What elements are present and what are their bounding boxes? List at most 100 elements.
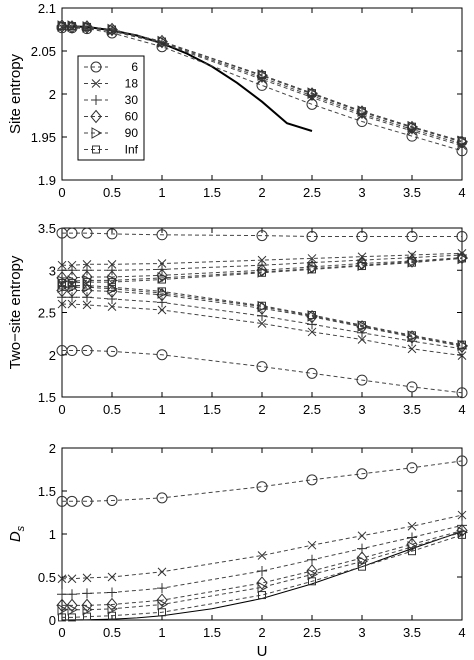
y-axis-label: Site entropy bbox=[7, 53, 24, 134]
data-point bbox=[407, 521, 417, 531]
x-tick-label: 4 bbox=[458, 625, 465, 640]
legend-marker bbox=[92, 145, 100, 154]
x-tick-label: 2 bbox=[258, 625, 265, 640]
x-tick-label: 2.5 bbox=[303, 402, 321, 417]
legend-marker bbox=[90, 109, 102, 124]
x-tick-label: 4 bbox=[458, 185, 465, 200]
data-point bbox=[67, 265, 77, 276]
y-axis-label-subscript: s bbox=[15, 525, 27, 531]
data-point bbox=[81, 227, 93, 239]
series-line bbox=[62, 27, 463, 152]
data-point bbox=[457, 351, 467, 360]
series-line bbox=[62, 460, 463, 502]
series-6 bbox=[56, 455, 468, 507]
panel-ds: 0 0.5 1 1.5 2 2.5 3 3.5 4 0 0.5 1 1.5 2 Ds U bbox=[7, 441, 469, 660]
data-point bbox=[457, 510, 467, 520]
data-point bbox=[257, 310, 267, 321]
data-point bbox=[456, 230, 468, 242]
data-point bbox=[68, 22, 76, 31]
data-point bbox=[158, 275, 166, 284]
data-point bbox=[256, 361, 268, 373]
data-point bbox=[108, 611, 116, 620]
data-point bbox=[307, 568, 319, 581]
data-point bbox=[82, 603, 94, 616]
data-point bbox=[308, 89, 316, 98]
series-Inf bbox=[58, 530, 466, 622]
y-tick-label: 2 bbox=[49, 441, 56, 456]
series-Inf bbox=[58, 22, 466, 146]
data-point bbox=[107, 302, 117, 311]
data-point bbox=[408, 331, 416, 340]
x-axis-label: U bbox=[257, 643, 268, 660]
data-point bbox=[357, 555, 369, 568]
y-tick-label: 2 bbox=[49, 348, 56, 363]
data-point bbox=[157, 583, 167, 594]
data-point bbox=[68, 613, 76, 622]
x-tick-label: 0 bbox=[58, 402, 65, 417]
data-point bbox=[308, 311, 316, 320]
data-point bbox=[356, 230, 368, 242]
panel-two-site: 0 0.5 1 1.5 2 2.5 3 3.5 4 1.5 2 2.5 3 3.5 Two−site ent… bbox=[7, 221, 469, 417]
data-point bbox=[67, 260, 77, 270]
x-tick-label: 1 bbox=[158, 402, 165, 417]
series-line bbox=[62, 257, 463, 282]
series-line bbox=[62, 514, 463, 580]
series-30 bbox=[57, 520, 467, 600]
series-line bbox=[62, 254, 463, 271]
data-point bbox=[66, 227, 78, 239]
data-point bbox=[307, 540, 317, 550]
series-18 bbox=[57, 510, 467, 584]
data-point bbox=[308, 265, 316, 274]
axes-frame bbox=[61, 447, 463, 621]
legend-entry-label: 18 bbox=[125, 77, 139, 91]
data-point bbox=[68, 281, 76, 290]
y-tick-label: 0 bbox=[49, 613, 56, 628]
data-point bbox=[67, 603, 79, 616]
y-tick-label: 2 bbox=[49, 87, 56, 102]
series-line bbox=[62, 286, 463, 346]
legend-marker bbox=[90, 61, 102, 73]
series-line bbox=[62, 524, 463, 595]
x-tick-label: 0 bbox=[58, 625, 65, 640]
data-point bbox=[307, 327, 317, 337]
x-tick-label: 3 bbox=[358, 402, 365, 417]
data-point bbox=[67, 574, 77, 584]
data-point bbox=[406, 462, 418, 474]
data-point bbox=[407, 541, 419, 553]
data-point bbox=[57, 265, 67, 276]
y-tick-label: 1.5 bbox=[38, 390, 56, 405]
data-point bbox=[408, 122, 416, 131]
y-axis-label: Ds bbox=[7, 525, 27, 542]
y-axis-label: Two−site entropy bbox=[7, 255, 24, 369]
x-tick-label: 1 bbox=[158, 185, 165, 200]
data-point bbox=[408, 547, 416, 556]
y-tick-label: 2.05 bbox=[31, 44, 56, 59]
data-point bbox=[357, 335, 367, 344]
series-60 bbox=[56, 523, 468, 613]
x-tick-label: 1.5 bbox=[203, 185, 221, 200]
data-point bbox=[107, 259, 117, 269]
data-point bbox=[457, 520, 467, 531]
data-point bbox=[107, 587, 117, 598]
data-point bbox=[158, 287, 166, 296]
x-tick-label: 1 bbox=[158, 625, 165, 640]
data-point bbox=[108, 283, 116, 292]
legend-entry-label: 60 bbox=[125, 110, 139, 124]
y-tick-label: 1.95 bbox=[31, 130, 56, 145]
series-line bbox=[62, 252, 463, 266]
series-line bbox=[62, 232, 462, 237]
series-line bbox=[62, 531, 463, 611]
data-point bbox=[257, 260, 267, 271]
data-point bbox=[56, 598, 68, 613]
data-point bbox=[83, 22, 91, 31]
x-tick-label: 1.5 bbox=[203, 402, 221, 417]
y-axis-label-text: D bbox=[7, 531, 24, 542]
y-tick-label: 2.5 bbox=[38, 306, 56, 321]
y-tick-label: 1.9 bbox=[38, 173, 56, 188]
y-tick-label: 1 bbox=[49, 527, 56, 542]
series-line bbox=[62, 285, 463, 346]
series-line bbox=[62, 290, 463, 347]
x-tick-label: 2 bbox=[258, 185, 265, 200]
data-point bbox=[358, 321, 366, 330]
data-point bbox=[81, 495, 93, 507]
